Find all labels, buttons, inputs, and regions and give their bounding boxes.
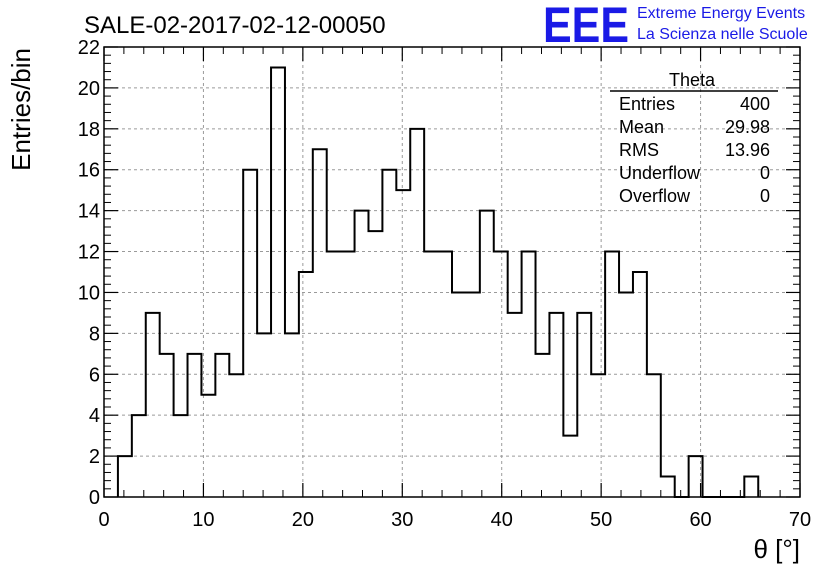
stats-title: Theta [669, 70, 716, 90]
histogram-steps [116, 66, 760, 498]
y-tick-label: 22 [78, 37, 100, 59]
stats-label-rms: RMS [619, 140, 659, 160]
y-tick-label: 8 [89, 323, 100, 345]
stats-value-underflow: 0 [760, 163, 770, 183]
y-tick-label: 6 [89, 364, 100, 386]
brand-line-1: Extreme Energy Events [637, 5, 805, 22]
stats-value-mean: 29.98 [725, 117, 770, 137]
x-tick-label: 10 [192, 509, 214, 531]
y-axis-label: Entries/bin [6, 48, 36, 171]
axis-ticks [103, 46, 801, 498]
brand-line-2: La Scienza nelle Scuole [637, 26, 808, 43]
x-tick-label: 70 [789, 509, 811, 531]
y-tick-label: 2 [89, 446, 100, 468]
stats-value-rms: 13.96 [725, 140, 770, 160]
y-tick-label: 12 [78, 242, 100, 264]
chart-title: SALE-02-2017-02-12-00050 [84, 12, 386, 39]
y-tick-label: 20 [78, 78, 100, 100]
x-tick-label: 20 [292, 509, 314, 531]
stats-label-mean: Mean [619, 117, 664, 137]
x-tick-label: 0 [98, 509, 109, 531]
x-tick-label: 40 [491, 509, 513, 531]
stats-label-entries: Entries [619, 94, 675, 114]
eee-logo-text: EEE [543, 0, 629, 53]
y-tick-label: 4 [89, 405, 100, 427]
stats-label-overflow: Overflow [619, 186, 691, 206]
y-tick-label: 16 [78, 160, 100, 182]
stats-value-overflow: 0 [760, 186, 770, 206]
stats-box: Theta Entries 400 Mean 29.98 RMS 13.96 U… [610, 70, 778, 206]
y-tick-label: 10 [78, 282, 100, 304]
eee-logo: EEE Extreme Energy Events La Scienza nel… [543, 0, 808, 53]
tick-labels: 0 10 20 30 40 50 60 70 0 2 4 6 8 10 12 14 16 18 20 22 [78, 37, 811, 531]
x-tick-label: 60 [689, 509, 711, 531]
x-axis-label: θ [°] [753, 534, 800, 564]
plot-frame [103, 46, 801, 498]
stats-label-underflow: Underflow [619, 163, 701, 183]
y-tick-label: 14 [78, 201, 100, 223]
x-tick-label: 50 [590, 509, 612, 531]
y-tick-label: 0 [89, 487, 100, 509]
y-tick-label: 18 [78, 119, 100, 141]
stats-value-entries: 400 [740, 94, 770, 114]
x-tick-label: 30 [391, 509, 413, 531]
